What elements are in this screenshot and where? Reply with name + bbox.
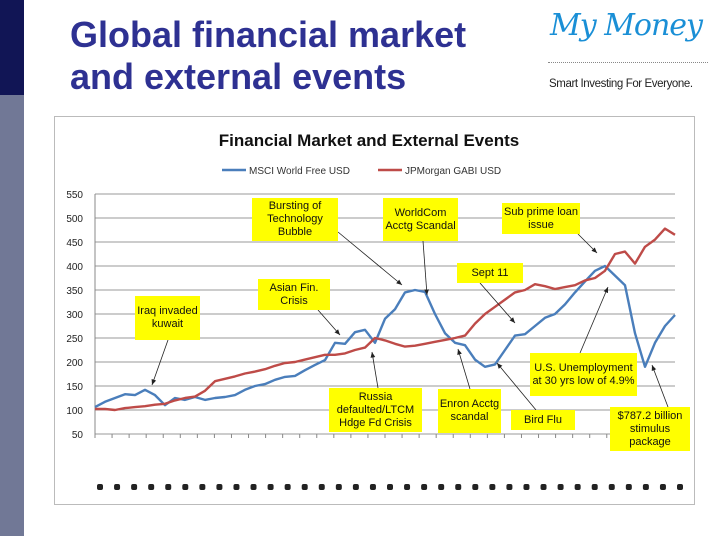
x-tick-label-glyph: [506, 484, 513, 490]
annotation-arrow: [577, 233, 598, 254]
x-tick-label-glyph: [438, 484, 445, 490]
x-tick-label-glyph: [335, 484, 342, 490]
annotation-arrow: [422, 240, 429, 296]
x-tick-label-glyph: [199, 484, 206, 490]
legend-label-1: JPMorgan GABI USD: [405, 166, 501, 177]
logo-underline: [548, 62, 708, 63]
x-tick-label-glyph: [608, 484, 615, 490]
y-tick-label: 100: [66, 406, 83, 417]
x-tick-label-glyph: [472, 484, 479, 490]
annotation-arrow: [651, 364, 669, 408]
x-tick-label-glyph: [97, 484, 103, 490]
y-tick-label: 400: [66, 262, 83, 273]
x-tick-label-glyph: [574, 484, 581, 490]
annotation-callout: Iraq invaded kuwait: [135, 296, 200, 340]
chart-title: Financial Market and External Events: [219, 131, 519, 150]
y-tick-label: 450: [66, 238, 83, 249]
x-tick-label-glyph: [455, 484, 462, 490]
x-tick-label-glyph: [421, 484, 428, 490]
y-tick-label: 500: [66, 214, 83, 225]
x-tick-label-glyph: [233, 484, 240, 490]
y-tick-label: 250: [66, 334, 83, 345]
x-tick-label-glyph: [659, 484, 666, 490]
annotation-callout: $787.2 billion stimulus package: [610, 407, 690, 451]
annotation-arrow: [370, 351, 379, 389]
sidebar-accent-bottom: [0, 95, 24, 536]
annotation-arrow: [579, 286, 609, 354]
y-tick-label: 300: [66, 310, 83, 321]
title-line-1: Global financial market: [70, 14, 467, 55]
x-tick-label-glyph: [284, 484, 291, 490]
sidebar-accent-top: [0, 0, 24, 95]
x-tick-label-glyph: [677, 484, 683, 490]
x-tick-label-glyph: [318, 484, 325, 490]
x-tick-label-glyph: [387, 484, 393, 490]
annotation-arrow: [151, 339, 169, 386]
legend-label-0: MSCI World Free USD: [249, 166, 350, 177]
my-money-logo: My Money Smart Investing For Everyone.: [545, 4, 713, 100]
x-tick-label-glyph: [489, 484, 496, 490]
x-tick-label-glyph: [148, 484, 155, 490]
annotation-arrow: [457, 348, 471, 390]
logo-wordmark: My Money: [550, 8, 703, 43]
x-tick-label-glyph: [131, 484, 138, 490]
x-tick-label-glyph: [267, 484, 274, 490]
y-tick-label: 200: [66, 358, 83, 369]
chart-frame: [54, 116, 695, 505]
annotation-arrow: [496, 362, 537, 411]
annotation-callout: Enron Acctg scandal: [438, 389, 501, 433]
x-tick-label-glyph: [404, 484, 411, 490]
annotation-callout: Sept 11: [457, 263, 523, 283]
annotation-callout: Russia defaulted/LTCM Hdge Fd Crisis: [329, 388, 422, 432]
x-tick-label-glyph: [523, 484, 530, 490]
x-tick-label-glyph: [301, 484, 308, 490]
title-line-2: and external events: [70, 56, 407, 97]
x-tick-label-glyph: [369, 484, 376, 490]
annotation-callout: U.S. Unemployment at 30 yrs low of 4.9%: [530, 353, 637, 396]
x-tick-label-glyph: [114, 484, 121, 490]
x-tick-label-glyph: [216, 484, 223, 490]
annotation-arrow: [317, 309, 341, 336]
series-line-jpmorgan-gabi: [95, 227, 676, 412]
x-tick-label-glyph: [182, 484, 189, 490]
annotation-arrow: [337, 231, 403, 286]
annotation-arrow: [479, 282, 516, 324]
y-tick-label: 150: [66, 382, 83, 393]
x-tick-label-glyph: [625, 484, 632, 490]
slide-title: Global financial market and external eve…: [70, 14, 466, 98]
annotation-callout: Bird Flu: [511, 410, 575, 430]
logo-tagline: Smart Investing For Everyone.: [549, 78, 693, 90]
y-tick-label: 350: [66, 286, 83, 297]
x-tick-label-glyph: [250, 484, 257, 490]
annotation-callout: Asian Fin. Crisis: [258, 279, 330, 310]
x-tick-label-glyph: [557, 484, 564, 490]
annotation-callout: WorldCom Acctg Scandal: [383, 198, 458, 241]
x-tick-label-glyph: [642, 484, 649, 490]
y-tick-label: 50: [72, 430, 84, 441]
annotation-callout: Sub prime loan issue: [502, 203, 580, 234]
annotation-callout: Bursting of Technology Bubble: [252, 198, 338, 241]
x-tick-label-glyph: [165, 484, 172, 490]
x-tick-label-glyph: [540, 484, 547, 490]
y-tick-label: 550: [66, 190, 83, 201]
x-tick-label-glyph: [591, 484, 598, 490]
x-tick-label-glyph: [352, 484, 359, 490]
